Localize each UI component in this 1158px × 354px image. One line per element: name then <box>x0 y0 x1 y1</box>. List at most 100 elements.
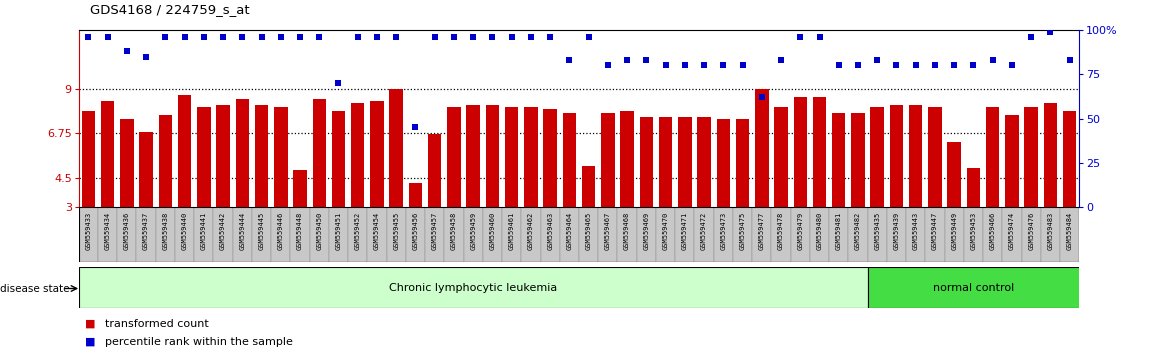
Text: GSM559453: GSM559453 <box>970 211 976 250</box>
Bar <box>735 119 749 266</box>
Bar <box>771 207 791 262</box>
Bar <box>79 267 867 308</box>
Bar <box>963 207 983 262</box>
Text: GSM559435: GSM559435 <box>874 211 880 250</box>
Point <box>965 63 983 68</box>
Text: GSM559468: GSM559468 <box>624 211 630 250</box>
Text: transformed count: transformed count <box>105 319 210 329</box>
Bar <box>985 107 999 266</box>
Point <box>521 34 540 40</box>
Text: GSM559477: GSM559477 <box>758 211 764 250</box>
Point <box>541 34 559 40</box>
Text: GSM559463: GSM559463 <box>547 211 554 250</box>
Bar <box>599 207 617 262</box>
Bar <box>906 207 925 262</box>
Point <box>637 57 655 63</box>
Bar <box>175 207 195 262</box>
Bar <box>271 207 291 262</box>
Text: GSM559446: GSM559446 <box>278 211 284 250</box>
Text: GSM559478: GSM559478 <box>778 211 784 250</box>
Text: GSM559482: GSM559482 <box>855 211 862 250</box>
Point <box>349 34 367 40</box>
Bar <box>1060 207 1079 262</box>
Point <box>214 34 233 40</box>
Bar <box>159 115 173 266</box>
Bar <box>639 116 653 266</box>
Text: GSM559476: GSM559476 <box>1028 211 1034 250</box>
Point <box>503 34 521 40</box>
Bar <box>929 107 941 266</box>
Bar <box>81 111 95 266</box>
Bar <box>617 207 637 262</box>
Point <box>868 57 887 63</box>
Text: Chronic lymphocytic leukemia: Chronic lymphocytic leukemia <box>389 282 557 293</box>
Text: GSM559433: GSM559433 <box>86 211 91 250</box>
Text: GSM559481: GSM559481 <box>836 211 842 250</box>
Text: disease state: disease state <box>0 284 69 293</box>
Bar <box>428 134 441 266</box>
Bar <box>871 107 884 266</box>
Text: GSM559484: GSM559484 <box>1067 211 1072 250</box>
Text: GSM559460: GSM559460 <box>490 211 496 250</box>
Text: GSM559480: GSM559480 <box>816 211 822 250</box>
Text: GSM559443: GSM559443 <box>913 211 918 250</box>
Bar <box>1025 107 1038 266</box>
Point <box>483 34 501 40</box>
Point <box>657 63 675 68</box>
Bar <box>563 113 577 266</box>
Text: GSM559456: GSM559456 <box>412 211 418 250</box>
Point <box>1061 57 1079 63</box>
Text: GSM559434: GSM559434 <box>104 211 111 250</box>
Text: GSM559475: GSM559475 <box>740 211 746 250</box>
Text: percentile rank within the sample: percentile rank within the sample <box>105 337 293 347</box>
Text: GSM559449: GSM559449 <box>951 211 958 250</box>
Bar <box>483 207 503 262</box>
Point <box>406 125 425 130</box>
Text: GSM559472: GSM559472 <box>701 211 708 250</box>
Bar <box>887 207 906 262</box>
Bar <box>101 101 115 266</box>
Text: GSM559438: GSM559438 <box>162 211 168 250</box>
Text: GSM559441: GSM559441 <box>200 211 207 250</box>
Bar <box>791 207 809 262</box>
Bar <box>195 207 213 262</box>
Text: GSM559455: GSM559455 <box>394 211 400 250</box>
Text: GSM559440: GSM559440 <box>182 211 188 250</box>
Bar <box>655 207 675 262</box>
Point <box>156 34 175 40</box>
Text: GSM559452: GSM559452 <box>354 211 361 250</box>
Bar <box>274 107 287 266</box>
Bar <box>389 89 403 266</box>
Bar <box>213 207 233 262</box>
Point <box>618 57 637 63</box>
Text: GSM559469: GSM559469 <box>644 211 650 250</box>
Bar <box>1041 207 1060 262</box>
Text: GSM559457: GSM559457 <box>432 211 438 250</box>
Text: GSM559458: GSM559458 <box>450 211 457 250</box>
Point <box>983 57 1002 63</box>
Bar <box>409 183 423 266</box>
Bar <box>967 168 980 266</box>
Text: GSM559470: GSM559470 <box>662 211 668 250</box>
Bar <box>1063 111 1077 266</box>
Bar <box>79 207 98 262</box>
Bar <box>621 111 633 266</box>
Bar <box>1005 115 1019 266</box>
Bar <box>521 207 541 262</box>
Text: GSM559466: GSM559466 <box>990 211 996 250</box>
Bar <box>291 207 309 262</box>
Bar <box>309 207 329 262</box>
Point <box>175 34 193 40</box>
Text: GSM559462: GSM559462 <box>528 211 534 250</box>
Text: GSM559471: GSM559471 <box>682 211 688 250</box>
Point <box>310 34 329 40</box>
Point <box>1003 63 1021 68</box>
Text: ■: ■ <box>85 337 95 347</box>
Text: GSM559464: GSM559464 <box>566 211 572 250</box>
Bar <box>349 207 367 262</box>
Bar <box>505 107 519 266</box>
Bar <box>117 207 137 262</box>
Point <box>579 34 598 40</box>
Text: GSM559448: GSM559448 <box>296 211 303 250</box>
Bar <box>351 103 365 266</box>
